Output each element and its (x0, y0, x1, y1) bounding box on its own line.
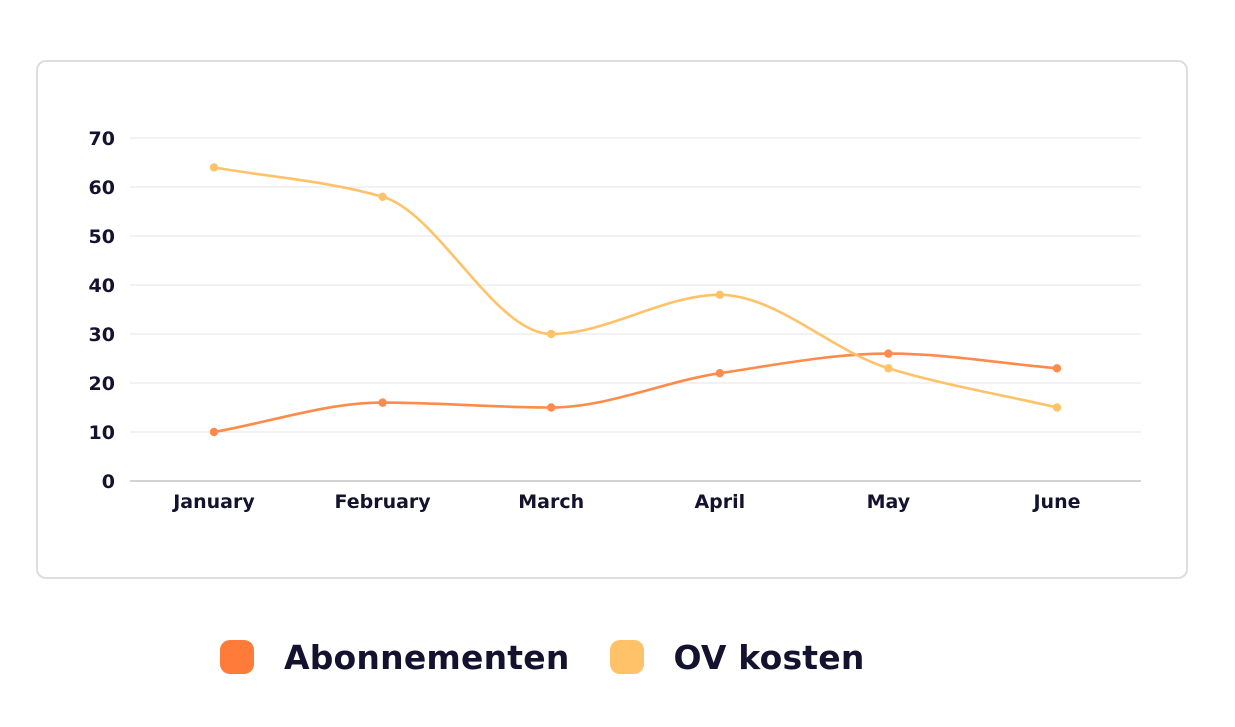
x-tick-label-april: April (694, 491, 745, 513)
y-tick-label-60: 60 (89, 177, 115, 199)
y-tick-labels: 0 10 20 30 40 50 60 70 (89, 128, 115, 493)
legend-item-abonnementen[interactable]: Abonnementen (220, 638, 570, 677)
x-tick-label-february: February (335, 491, 432, 513)
x-tick-label-may: May (867, 491, 911, 513)
series-line-abonnementen (212, 352, 1059, 434)
data-point-abonnementen-february (378, 398, 387, 407)
grid-lines (130, 137, 1141, 433)
data-point-abonnementen-april (715, 369, 724, 378)
legend-label-ov-kosten: OV kosten (673, 637, 865, 677)
data-point-abonnementen-june (1052, 364, 1062, 373)
legend-swatch-ov-kosten (609, 640, 644, 674)
legend-swatch-abonnementen (220, 640, 254, 674)
series-lines (209, 163, 1062, 437)
legend-label-abonnementen: Abonnementen (284, 637, 570, 677)
data-point-abonnementen-may (884, 349, 893, 358)
data-point-abonnementen-march (547, 403, 556, 412)
x-tick-label-march: March (518, 491, 584, 513)
chart-card (36, 60, 1188, 579)
y-tick-label-70: 70 (89, 128, 115, 150)
y-tick-label-30: 30 (89, 324, 115, 346)
y-tick-label-40: 40 (89, 275, 115, 297)
legend-item-ov-kosten[interactable]: OV kosten (609, 637, 865, 677)
legend: Abonnementen OV kosten (220, 632, 905, 682)
x-tick-label-june: June (1031, 491, 1080, 513)
x-tick-labels: January February March April May June (171, 491, 1080, 513)
data-point-ov-kosten-may (884, 364, 893, 373)
data-point-ov-kosten-march (547, 329, 556, 339)
y-tick-label-0: 0 (102, 471, 115, 493)
data-point-ov-kosten-april (715, 290, 724, 299)
series-line-ov-kosten (212, 166, 1059, 409)
y-tick-label-20: 20 (89, 373, 115, 395)
data-point-ov-kosten-june (1052, 403, 1062, 412)
x-tick-label-january: January (171, 491, 255, 513)
data-point-ov-kosten-february (378, 192, 387, 201)
y-tick-label-10: 10 (89, 422, 115, 444)
data-point-ov-kosten-january (209, 163, 219, 172)
data-point-abonnementen-january (209, 427, 219, 437)
y-tick-label-50: 50 (89, 226, 115, 248)
